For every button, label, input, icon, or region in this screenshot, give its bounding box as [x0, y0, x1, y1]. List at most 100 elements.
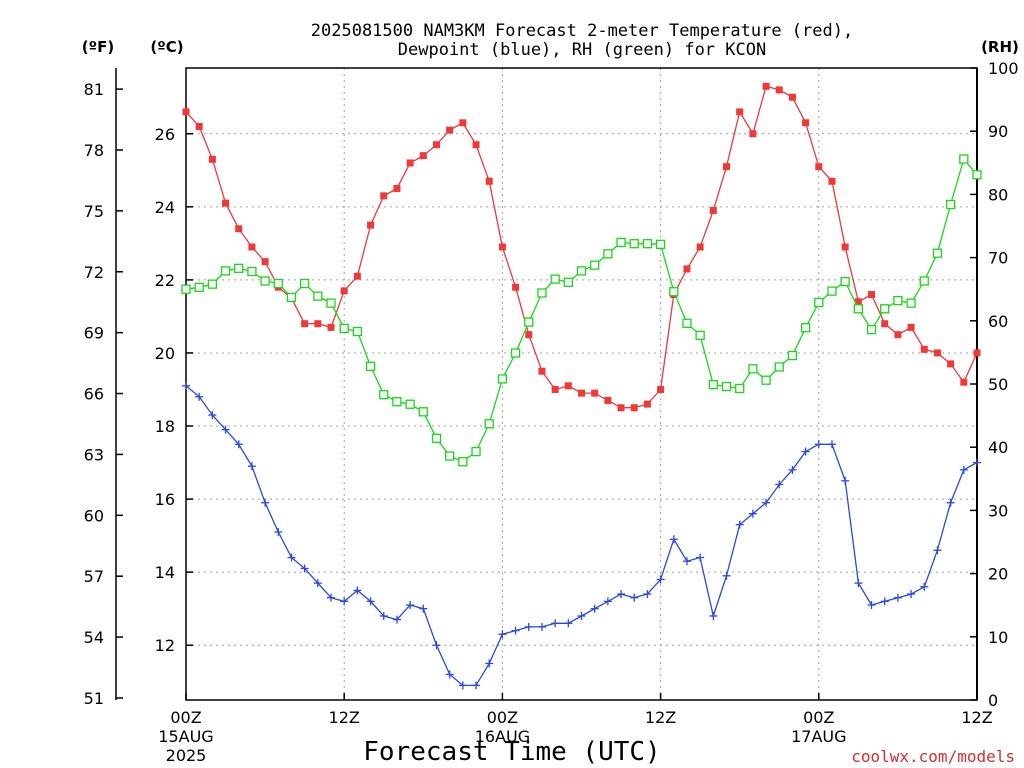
celsius-tick-label: 26 — [155, 125, 175, 144]
rh-point — [880, 304, 890, 314]
fahrenheit-tick-label: 75 — [84, 202, 104, 221]
temperature-point — [525, 331, 533, 339]
dewpoint-point — [261, 498, 270, 507]
x-tick-label: 16AUG — [475, 727, 530, 746]
rh-point — [616, 237, 626, 248]
temperature-point — [498, 243, 506, 251]
temperature-point — [709, 206, 717, 214]
temperature-point — [696, 243, 704, 251]
temperature-point — [617, 404, 625, 412]
rh-point — [286, 292, 297, 303]
temperature-point — [512, 283, 520, 291]
temperature-point — [881, 320, 889, 328]
dewpoint-point — [564, 619, 573, 628]
rh-point — [405, 399, 415, 409]
x-tick-label: 00Z — [487, 708, 518, 727]
rh-point — [181, 284, 191, 294]
rh-point — [945, 199, 956, 210]
rh-point — [866, 324, 877, 335]
dewpoint-point — [748, 509, 757, 518]
dewpoint-point — [630, 593, 639, 602]
temperature-point — [920, 345, 928, 353]
rh-point — [524, 317, 534, 327]
rh-point — [695, 330, 705, 340]
temperature-point — [182, 108, 190, 116]
temperature-point — [301, 320, 309, 328]
dewpoint-point — [195, 392, 204, 401]
rh-point — [392, 397, 402, 407]
rh-point — [352, 326, 363, 337]
rh-point — [458, 457, 468, 467]
dewpoint-point — [221, 425, 230, 434]
rh-tick-label: 30 — [988, 501, 1008, 520]
celsius-tick-label: 22 — [155, 271, 175, 290]
temperature-point — [235, 225, 243, 233]
dewpoint-point — [907, 590, 916, 599]
dewpoint-point — [472, 681, 481, 690]
temperature-point — [604, 396, 612, 404]
dewpoint-point — [432, 641, 441, 650]
fahrenheit-unit-label: (ºF) — [82, 38, 114, 56]
celsius-tick-label: 18 — [155, 417, 175, 436]
temperature-point — [459, 119, 467, 127]
dewpoint-point — [893, 593, 902, 602]
temperature-point — [788, 93, 796, 101]
dewpoint-point — [801, 447, 810, 456]
dewpoint-point — [327, 593, 336, 602]
rh-point — [563, 277, 573, 287]
dewpoint-point — [867, 601, 876, 610]
temperature-point — [973, 349, 981, 357]
rh-point — [642, 239, 653, 249]
temperature-point — [683, 265, 691, 273]
rh-point — [853, 304, 863, 314]
dewpoint-point — [946, 498, 955, 507]
dewpoint-point — [182, 381, 190, 390]
celsius-tick-label: 16 — [155, 490, 175, 509]
temperature-point — [933, 349, 941, 357]
temperature-point — [723, 163, 731, 171]
x-tick-label: 15AUG — [158, 727, 213, 746]
dewpoint-point — [933, 546, 942, 555]
celsius-tick-label: 14 — [155, 563, 175, 582]
rh-point — [484, 419, 494, 429]
dewpoint-point — [247, 462, 256, 471]
dewpoint-point — [366, 597, 375, 606]
dewpoint-point — [643, 590, 652, 599]
temperature-point — [960, 378, 968, 386]
fahrenheit-tick-label: 54 — [84, 628, 104, 647]
rh-point — [234, 263, 244, 273]
fahrenheit-tick-label: 60 — [84, 506, 104, 525]
x-tick-label: 2025 — [166, 746, 207, 765]
temperature-point — [353, 272, 361, 280]
temperature-point — [657, 385, 665, 393]
rh-point — [550, 274, 560, 284]
dewpoint-point — [234, 440, 243, 449]
temperature-point — [907, 323, 915, 331]
fahrenheit-tick-label: 72 — [84, 263, 104, 282]
temperature-point — [868, 290, 876, 298]
dewpoint-point — [854, 579, 863, 588]
x-tick-label: 00Z — [803, 708, 834, 727]
rh-tick-label: 70 — [988, 249, 1008, 268]
temperature-point — [749, 130, 757, 138]
dewpoint-point — [959, 465, 968, 474]
rh-point — [932, 248, 943, 258]
dewpoint-point — [287, 553, 296, 562]
dewpoint-point — [313, 579, 322, 588]
rh-point — [247, 266, 257, 277]
rh-point — [537, 288, 547, 298]
rh-tick-label: 50 — [988, 375, 1008, 394]
rh-point — [814, 297, 824, 308]
rh-point — [603, 249, 613, 259]
celsius-unit-label: (ºC) — [150, 38, 183, 56]
temperature-point — [446, 126, 454, 134]
temperature-point — [775, 86, 783, 94]
temperature-point — [828, 177, 836, 185]
fahrenheit-tick-label: 78 — [84, 141, 104, 160]
dewpoint-point — [353, 586, 362, 595]
dewpoint-point — [973, 458, 981, 467]
rh-point — [629, 239, 639, 249]
x-tick-label: 12Z — [645, 708, 676, 727]
temperature-point — [485, 177, 493, 185]
fahrenheit-tick-label: 81 — [84, 80, 104, 99]
